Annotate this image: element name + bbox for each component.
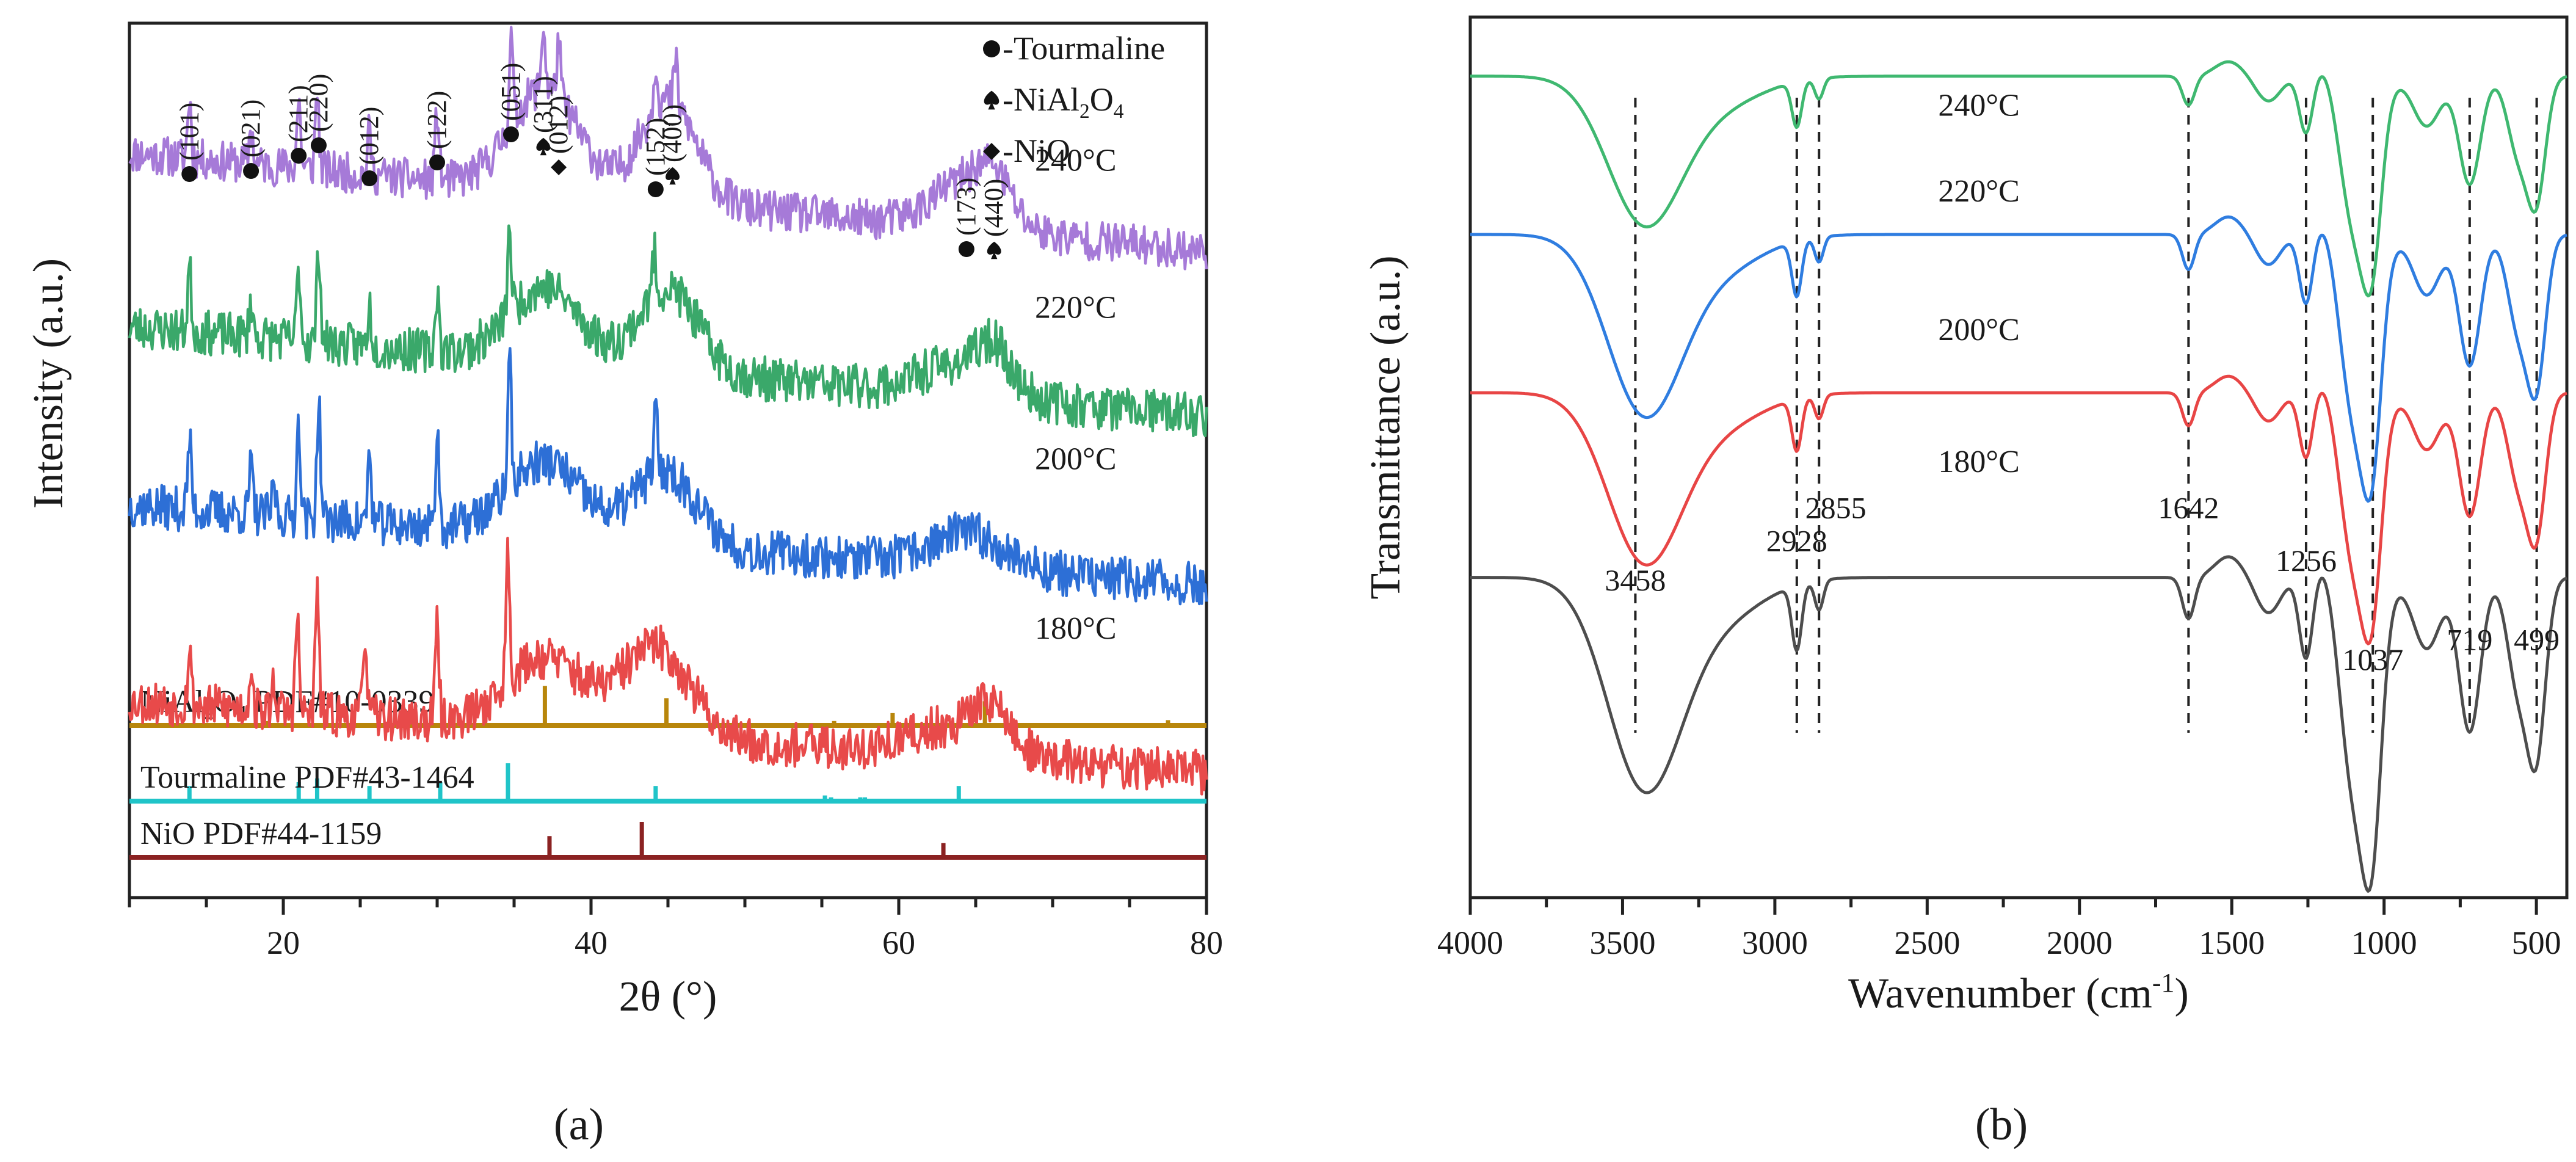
- ftir-x-axis-title-part: -1: [2152, 968, 2175, 998]
- xrd-y-axis-title: Intensity (a.u.): [25, 258, 72, 509]
- peak-index-label: (220): [303, 74, 333, 132]
- peak-marker-circle: [958, 241, 974, 257]
- peak-index-label: (152): [640, 118, 670, 176]
- peak-index-label: (211): [283, 85, 313, 142]
- legend-marker-circle: [983, 40, 1000, 57]
- ftir-band-label: 2855: [1805, 490, 1867, 525]
- peak-index-label: (122): [422, 91, 452, 149]
- peak-marker-circle: [361, 170, 378, 186]
- xrd-series: [128, 26, 1208, 796]
- ftir-band-label: 719: [2447, 622, 2492, 656]
- legend-label-part: 4: [1114, 100, 1124, 123]
- peak-marker-circle: [181, 166, 198, 182]
- xrd-series-line: [128, 537, 1208, 796]
- xrd-x-tick-label: 40: [575, 924, 608, 961]
- peak-marker-circle: [310, 137, 327, 153]
- ftir-y-axis-title: Transmittance (a.u.): [1362, 255, 1409, 599]
- ftir-series-line: [1470, 374, 2567, 645]
- ftir-series-line: [1470, 215, 2567, 503]
- legend-label-part: -NiAl: [1003, 81, 1079, 118]
- xrd-series-line: [128, 224, 1208, 438]
- ftir-x-tick-label: 2500: [1894, 924, 1960, 961]
- ftir-series-line: [1470, 555, 2567, 893]
- legend-label: -Tourmaline: [1003, 30, 1165, 67]
- peak-marker-circle: [291, 148, 307, 164]
- ftir-x-tick-label: 500: [2512, 924, 2561, 961]
- xrd-series-label: 220°C: [1035, 290, 1116, 325]
- xrd-x-tick-label: 60: [882, 924, 915, 961]
- ftir-band-label: 2928: [1766, 523, 1827, 557]
- ftir-series: [1470, 60, 2567, 893]
- peak-index-label: (400): [658, 104, 688, 162]
- ftir-series-label: 220°C: [1938, 174, 2019, 209]
- peak-marker-circle: [243, 163, 259, 179]
- ftir-x-tick-label: 1500: [2199, 924, 2265, 961]
- legend-label-part: O: [1090, 81, 1114, 118]
- ftir-series-label: 240°C: [1938, 89, 2019, 123]
- peak-index-label: (311): [528, 76, 558, 133]
- legend-marker-diamond: [983, 143, 1000, 160]
- ftir-x-tick-label: 3000: [1742, 924, 1808, 961]
- panel-a-label: (a): [554, 1100, 604, 1150]
- ftir-band-guides: [1634, 98, 2538, 733]
- ftir-x-tick-label: 1000: [2351, 924, 2417, 961]
- ftir-chart: 4000 3500 3000 2500 2000 1500 1000 500 240°C 220…: [1362, 15, 2569, 1150]
- ftir-plot-frame: [1468, 15, 2569, 899]
- peak-index-label: (051): [496, 63, 526, 121]
- xrd-x-axis-title: 2θ (°): [619, 973, 717, 1020]
- ftir-band-label: 499: [2514, 622, 2560, 656]
- xrd-series-label: 200°C: [1035, 442, 1116, 477]
- peak-marker-spade: [536, 137, 551, 156]
- xrd-series-line: [128, 347, 1208, 606]
- peak-marker-spade: [666, 167, 680, 185]
- ftir-band-label: 3458: [1605, 563, 1666, 597]
- ftir-x-tick-label: 4000: [1437, 924, 1503, 961]
- peak-index-label: (101): [174, 103, 204, 161]
- reference-label: Tourmaline PDF#43-1464: [140, 760, 474, 795]
- ftir-series-label: 180°C: [1938, 445, 2019, 479]
- peak-index-label: (440): [979, 179, 1009, 237]
- xrd-x-tick-label: 80: [1190, 924, 1223, 961]
- reference-label: NiO PDF#44-1159: [140, 816, 382, 851]
- ftir-series-label: 200°C: [1938, 313, 2019, 347]
- ftir-x-axis-title-part: ): [2175, 970, 2189, 1017]
- peak-marker-diamond: [551, 159, 567, 175]
- ftir-band-label: 1642: [2158, 490, 2219, 525]
- xrd-x-axis: 20 40 60 80: [128, 898, 1223, 961]
- peak-marker-circle: [503, 126, 519, 142]
- peak-marker-circle: [429, 154, 445, 170]
- xrd-series-line: [128, 26, 1208, 271]
- legend-label: -NiO: [1003, 133, 1070, 169]
- ftir-band-label: 1256: [2276, 543, 2337, 578]
- peak-index-label: (012): [354, 107, 384, 165]
- ftir-x-axis-title-part: Wavenumber (cm: [1848, 970, 2152, 1017]
- ftir-x-tick-label: 2000: [2047, 924, 2113, 961]
- legend-marker-spade: [984, 90, 1000, 110]
- xrd-x-tick-label: 20: [267, 924, 300, 961]
- xrd-series-label: 240°C: [1035, 143, 1116, 178]
- xrd-annotations: 240°C 220°C 200°C 180°C (101) (021) (211)(220)…: [174, 63, 1116, 646]
- xrd-legend: -Tourmaline -NiAl2O4 -NiO: [983, 30, 1165, 169]
- peak-marker-spade: [987, 241, 1001, 260]
- ftir-x-axis-title: Wavenumber (cm-1): [1848, 968, 2189, 1017]
- ftir-series-line: [1470, 60, 2567, 297]
- ftir-x-axis: 4000 3500 3000 2500 2000 1500 1000 500: [1437, 898, 2561, 961]
- peak-marker-circle: [647, 181, 664, 197]
- ftir-x-tick-label: 3500: [1589, 924, 1655, 961]
- legend-label: -NiAl2O4: [1003, 81, 1124, 123]
- xrd-series-label: 180°C: [1035, 611, 1116, 646]
- peak-index-label: (173): [951, 178, 981, 236]
- ftir-band-label: 1037: [2342, 642, 2403, 677]
- peak-index-label: (021): [236, 100, 266, 158]
- peak-index-label: (012): [543, 96, 573, 154]
- panel-b-label: (b): [1975, 1100, 2028, 1150]
- legend-label-part: 2: [1079, 100, 1090, 123]
